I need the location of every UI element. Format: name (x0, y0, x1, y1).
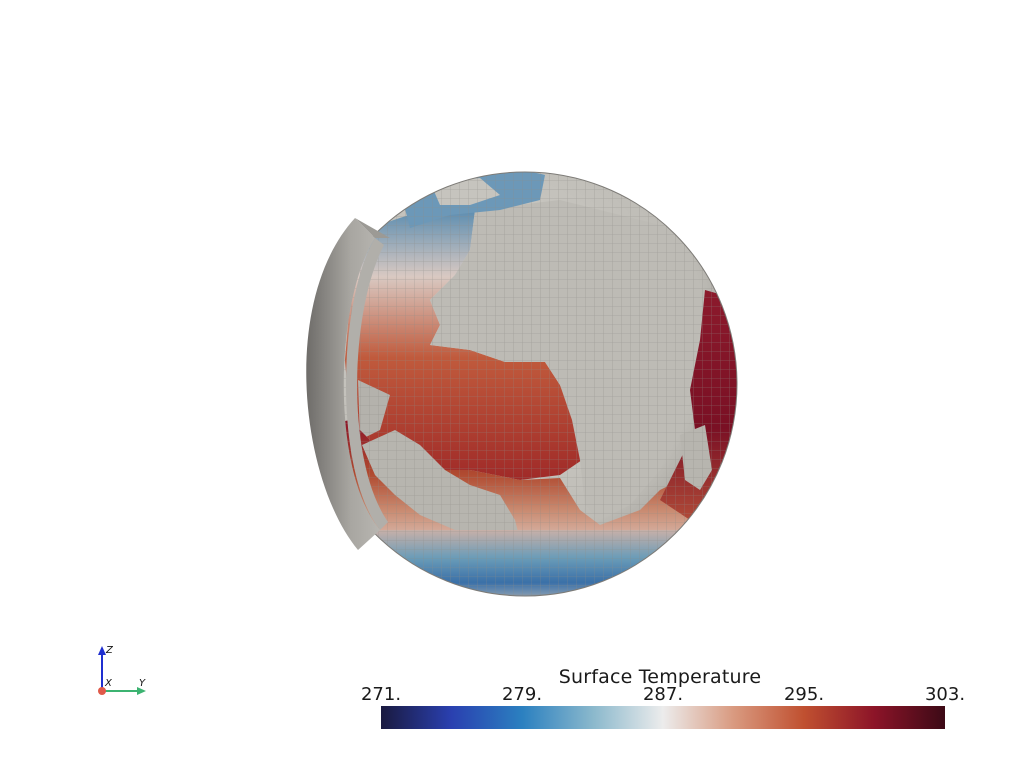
clip-wedge-face (355, 218, 390, 238)
clip-wedge-outer (306, 218, 380, 550)
colorbar-tick-1: 279. (501, 684, 543, 705)
colorbar-tick-3: 295. (783, 684, 825, 705)
x-axis-dot (98, 687, 106, 695)
colorbar-legend: Surface Temperature 271. 279. 287. 295. 303. (340, 664, 980, 744)
z-axis-arrow (98, 646, 106, 655)
x-axis-label: X (104, 678, 113, 689)
z-axis-label: Z (105, 645, 114, 656)
y-axis-label: Y (139, 678, 146, 689)
colorbar-tick-4: 303. (924, 684, 966, 705)
colorbar-title: Surface Temperature (558, 666, 762, 688)
colorbar-tick-2: 287. (642, 684, 684, 705)
clip-wedge-edge (346, 238, 388, 530)
y-axis-arrow (137, 687, 146, 695)
colorbar-gradient (381, 706, 945, 729)
orientation-axes: Z X Y (88, 640, 158, 700)
colorbar-tick-0: 271. (360, 684, 402, 705)
